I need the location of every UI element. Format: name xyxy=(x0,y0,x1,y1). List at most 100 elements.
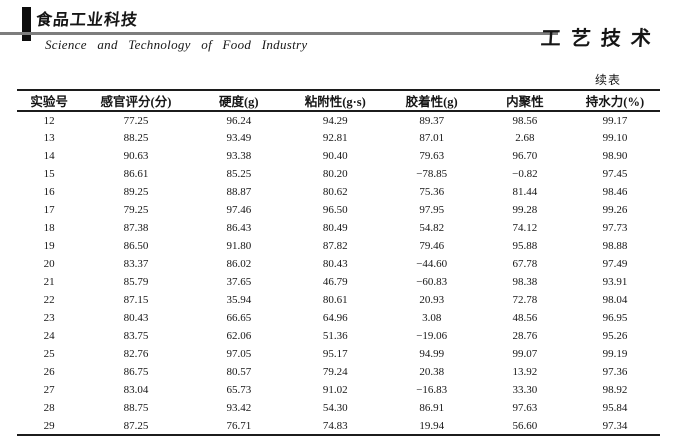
table-row: 26 86.75 80.57 79.24 20.38 13.92 97.36 xyxy=(17,363,660,381)
table-cell: 80.62 xyxy=(322,186,348,198)
table-cell: 86.50 xyxy=(123,240,149,252)
table-cell: 99.26 xyxy=(602,204,628,216)
table-row: 28 88.75 93.42 54.30 86.91 97.63 95.84 xyxy=(17,399,660,417)
results-table-container: 实验号 感官评分(分) 硬度(g) 粘附性(g·s) 胶着性(g) 内聚性 持水力(%) 1… xyxy=(17,89,660,436)
table-cell: 2.68 xyxy=(515,132,535,144)
table-cell: −0.82 xyxy=(512,168,538,180)
table-cell: 95.88 xyxy=(512,240,538,252)
table-row: 24 83.75 62.06 51.36 −19.06 28.76 95.26 xyxy=(17,327,660,345)
table-cell: 94.29 xyxy=(322,114,348,127)
table-cell: 97.95 xyxy=(419,204,445,216)
table-row: 20 83.37 86.02 80.43 −44.60 67.78 97.49 xyxy=(17,255,660,273)
table-cell: 80.49 xyxy=(322,222,348,234)
table-cell: 95.17 xyxy=(322,348,348,360)
table-cell: 46.79 xyxy=(322,276,348,288)
table-cell: −60.83 xyxy=(416,276,448,288)
table-cell: 80.43 xyxy=(123,312,149,324)
table-cell: 81.44 xyxy=(512,186,538,198)
table-row: 17 79.25 97.46 96.50 97.95 99.28 99.26 xyxy=(17,201,660,219)
table-cell: 97.05 xyxy=(226,348,252,360)
table-cell: 87.38 xyxy=(123,222,149,234)
table-row: 13 88.25 93.49 92.81 87.01 2.68 99.10 xyxy=(17,129,660,147)
table-cell: 93.38 xyxy=(226,150,252,162)
table-cell: 19 xyxy=(43,240,55,252)
table-cell: 62.06 xyxy=(226,330,252,342)
table-cell: 28.76 xyxy=(512,330,538,342)
table-cell: 97.45 xyxy=(602,168,628,180)
table-cell: 12 xyxy=(43,114,55,127)
table-cell: 86.61 xyxy=(123,168,149,180)
table-cell: 16 xyxy=(43,186,55,198)
table-cell: 86.75 xyxy=(123,366,149,378)
table-row: 15 86.61 85.25 80.20 −78.85 −0.82 97.45 xyxy=(17,165,660,183)
table-cell: 54.30 xyxy=(322,402,348,414)
table-cell: 98.46 xyxy=(602,186,628,198)
continued-table-label: 续表 xyxy=(594,73,621,87)
table-row: 21 85.79 37.65 46.79 −60.83 98.38 93.91 xyxy=(17,273,660,291)
table-cell: 3.08 xyxy=(422,312,442,324)
table-cell: 76.71 xyxy=(226,419,252,432)
table-cell: 98.88 xyxy=(602,240,628,252)
table-cell: 27 xyxy=(43,384,55,396)
table-cell: 25 xyxy=(43,348,55,360)
table-cell: 98.90 xyxy=(602,150,628,162)
table-cell: 97.36 xyxy=(602,366,628,378)
table-cell: 86.91 xyxy=(419,402,445,414)
table-cell: 99.07 xyxy=(512,348,538,360)
table-cell: 89.37 xyxy=(419,114,445,127)
table-row: 12 77.25 96.24 94.29 89.37 98.56 99.17 xyxy=(17,111,660,129)
table-cell: 26 xyxy=(43,366,55,378)
table-cell: 95.26 xyxy=(602,330,628,342)
table-cell: 51.36 xyxy=(322,330,348,342)
table-cell: 18 xyxy=(43,222,55,234)
table-cell: 87.01 xyxy=(419,132,445,144)
column-header: 硬度(g) xyxy=(219,95,259,109)
table-cell: 79.63 xyxy=(419,150,445,162)
table-cell: 33.30 xyxy=(512,384,538,396)
table-cell: 86.43 xyxy=(226,222,252,234)
table-cell: 13.92 xyxy=(512,366,538,378)
table-cell: 64.96 xyxy=(322,312,348,324)
table-cell: 67.78 xyxy=(512,258,538,270)
journal-title-en: Science and Technology of Food Industry xyxy=(45,37,308,52)
table-row: 23 80.43 66.65 64.96 3.08 48.56 96.95 xyxy=(17,309,660,327)
journal-logo-bar xyxy=(22,7,31,41)
table-cell: 14 xyxy=(43,150,55,162)
table-cell: 88.87 xyxy=(226,186,252,198)
table-row: 19 86.50 91.80 87.82 79.46 95.88 98.88 xyxy=(17,237,660,255)
table-cell: 20.93 xyxy=(419,294,445,306)
table-cell: 80.57 xyxy=(226,366,252,378)
table-cell: 19.94 xyxy=(419,419,445,432)
table-cell: 98.04 xyxy=(602,294,628,306)
table-cell: 21 xyxy=(43,276,55,288)
table-cell: 87.15 xyxy=(123,294,149,306)
column-header: 持水力(%) xyxy=(585,95,645,109)
table-cell: 15 xyxy=(43,168,55,180)
table-cell: 13 xyxy=(43,132,55,144)
table-cell: 99.19 xyxy=(602,348,628,360)
table-cell: −44.60 xyxy=(416,258,448,270)
column-header: 粘附性(g·s) xyxy=(304,95,366,109)
table-cell: 83.75 xyxy=(123,330,149,342)
table-cell: 96.50 xyxy=(322,204,348,216)
table-cell: 20.38 xyxy=(419,366,445,378)
table-cell: 94.99 xyxy=(419,348,445,360)
table-cell: −16.83 xyxy=(416,384,448,396)
table-cell: 48.56 xyxy=(512,312,538,324)
table-cell: 90.40 xyxy=(322,150,348,162)
table-cell: 97.49 xyxy=(602,258,628,270)
table-cell: 91.02 xyxy=(322,384,348,396)
table-row: 16 89.25 88.87 80.62 75.36 81.44 98.46 xyxy=(17,183,660,201)
table-cell: 92.81 xyxy=(322,132,348,144)
results-table: 实验号 感官评分(分) 硬度(g) 粘附性(g·s) 胶着性(g) 内聚性 持水力(%) 1… xyxy=(17,89,660,436)
table-cell: 24 xyxy=(43,330,55,342)
table-cell: 79.46 xyxy=(419,240,445,252)
table-cell: 99.28 xyxy=(512,204,538,216)
table-cell: 90.63 xyxy=(123,150,149,162)
table-cell: 87.25 xyxy=(123,419,149,432)
table-cell: 82.76 xyxy=(123,348,149,360)
table-row: 27 83.04 65.73 91.02 −16.83 33.30 98.92 xyxy=(17,381,660,399)
column-header: 内聚性 xyxy=(506,95,544,109)
table-cell: 85.25 xyxy=(226,168,252,180)
column-header: 胶着性(g) xyxy=(405,95,458,109)
